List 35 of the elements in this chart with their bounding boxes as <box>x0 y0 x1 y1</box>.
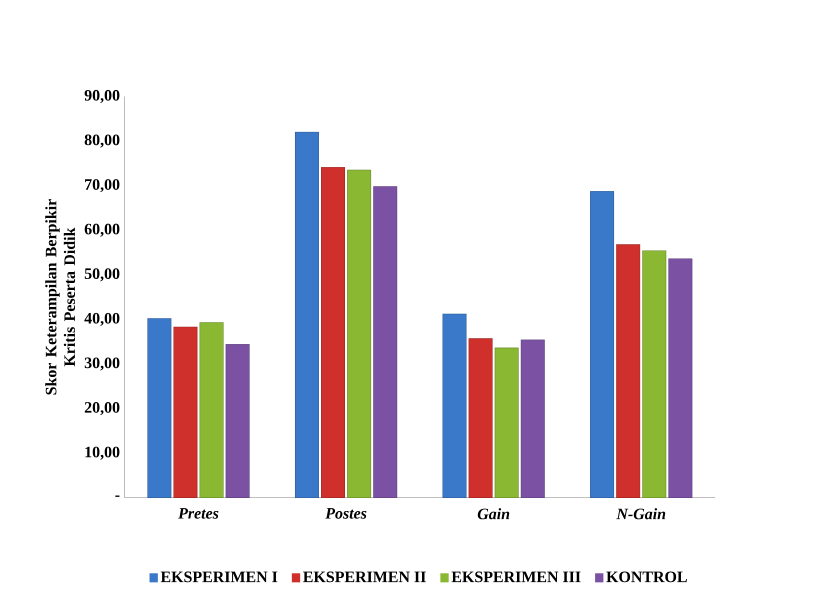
bar <box>226 344 250 498</box>
bar <box>147 318 172 498</box>
y-tick-label: 90,00 <box>84 90 120 103</box>
bar <box>494 348 519 498</box>
y-tick-label: 60,00 <box>84 224 120 237</box>
bar <box>520 340 545 498</box>
bar <box>616 244 640 498</box>
y-tick-label: 40,00 <box>84 312 120 326</box>
bar <box>642 250 666 498</box>
bar <box>668 258 692 498</box>
x-tick-label: N-Gain <box>616 508 666 520</box>
x-tick-label: Postes <box>325 508 366 519</box>
bar <box>373 186 398 498</box>
y-axis-title: Skor Keterampilan Berpikir Kritis Peserta Didik <box>45 199 76 394</box>
bar <box>200 322 224 498</box>
bar <box>294 132 319 498</box>
legend-label: KONTROL <box>606 571 687 582</box>
bar <box>590 191 614 498</box>
y-tick-label: 80,00 <box>84 134 120 148</box>
y-tick-label: 50,00 <box>84 268 120 282</box>
bar <box>347 170 372 498</box>
y-tick-label: 70,00 <box>85 179 120 192</box>
x-tick-label: Gain <box>478 508 510 520</box>
bar <box>442 314 466 498</box>
y-tick-label: 10,00 <box>85 446 120 460</box>
legend-label: EKSPERIMEN I <box>160 571 278 582</box>
y-tick-label: 20,00 <box>84 402 120 416</box>
x-tick-label: Pretes <box>178 508 218 519</box>
bar <box>468 338 493 498</box>
bar <box>173 326 198 498</box>
y-tick-label: - <box>115 495 120 497</box>
legend-label: EKSPERIMEN III <box>452 571 581 582</box>
bar <box>321 167 346 498</box>
y-tick-label: 30,00 <box>84 357 120 370</box>
legend-label: EKSPERIMEN II <box>303 571 426 582</box>
